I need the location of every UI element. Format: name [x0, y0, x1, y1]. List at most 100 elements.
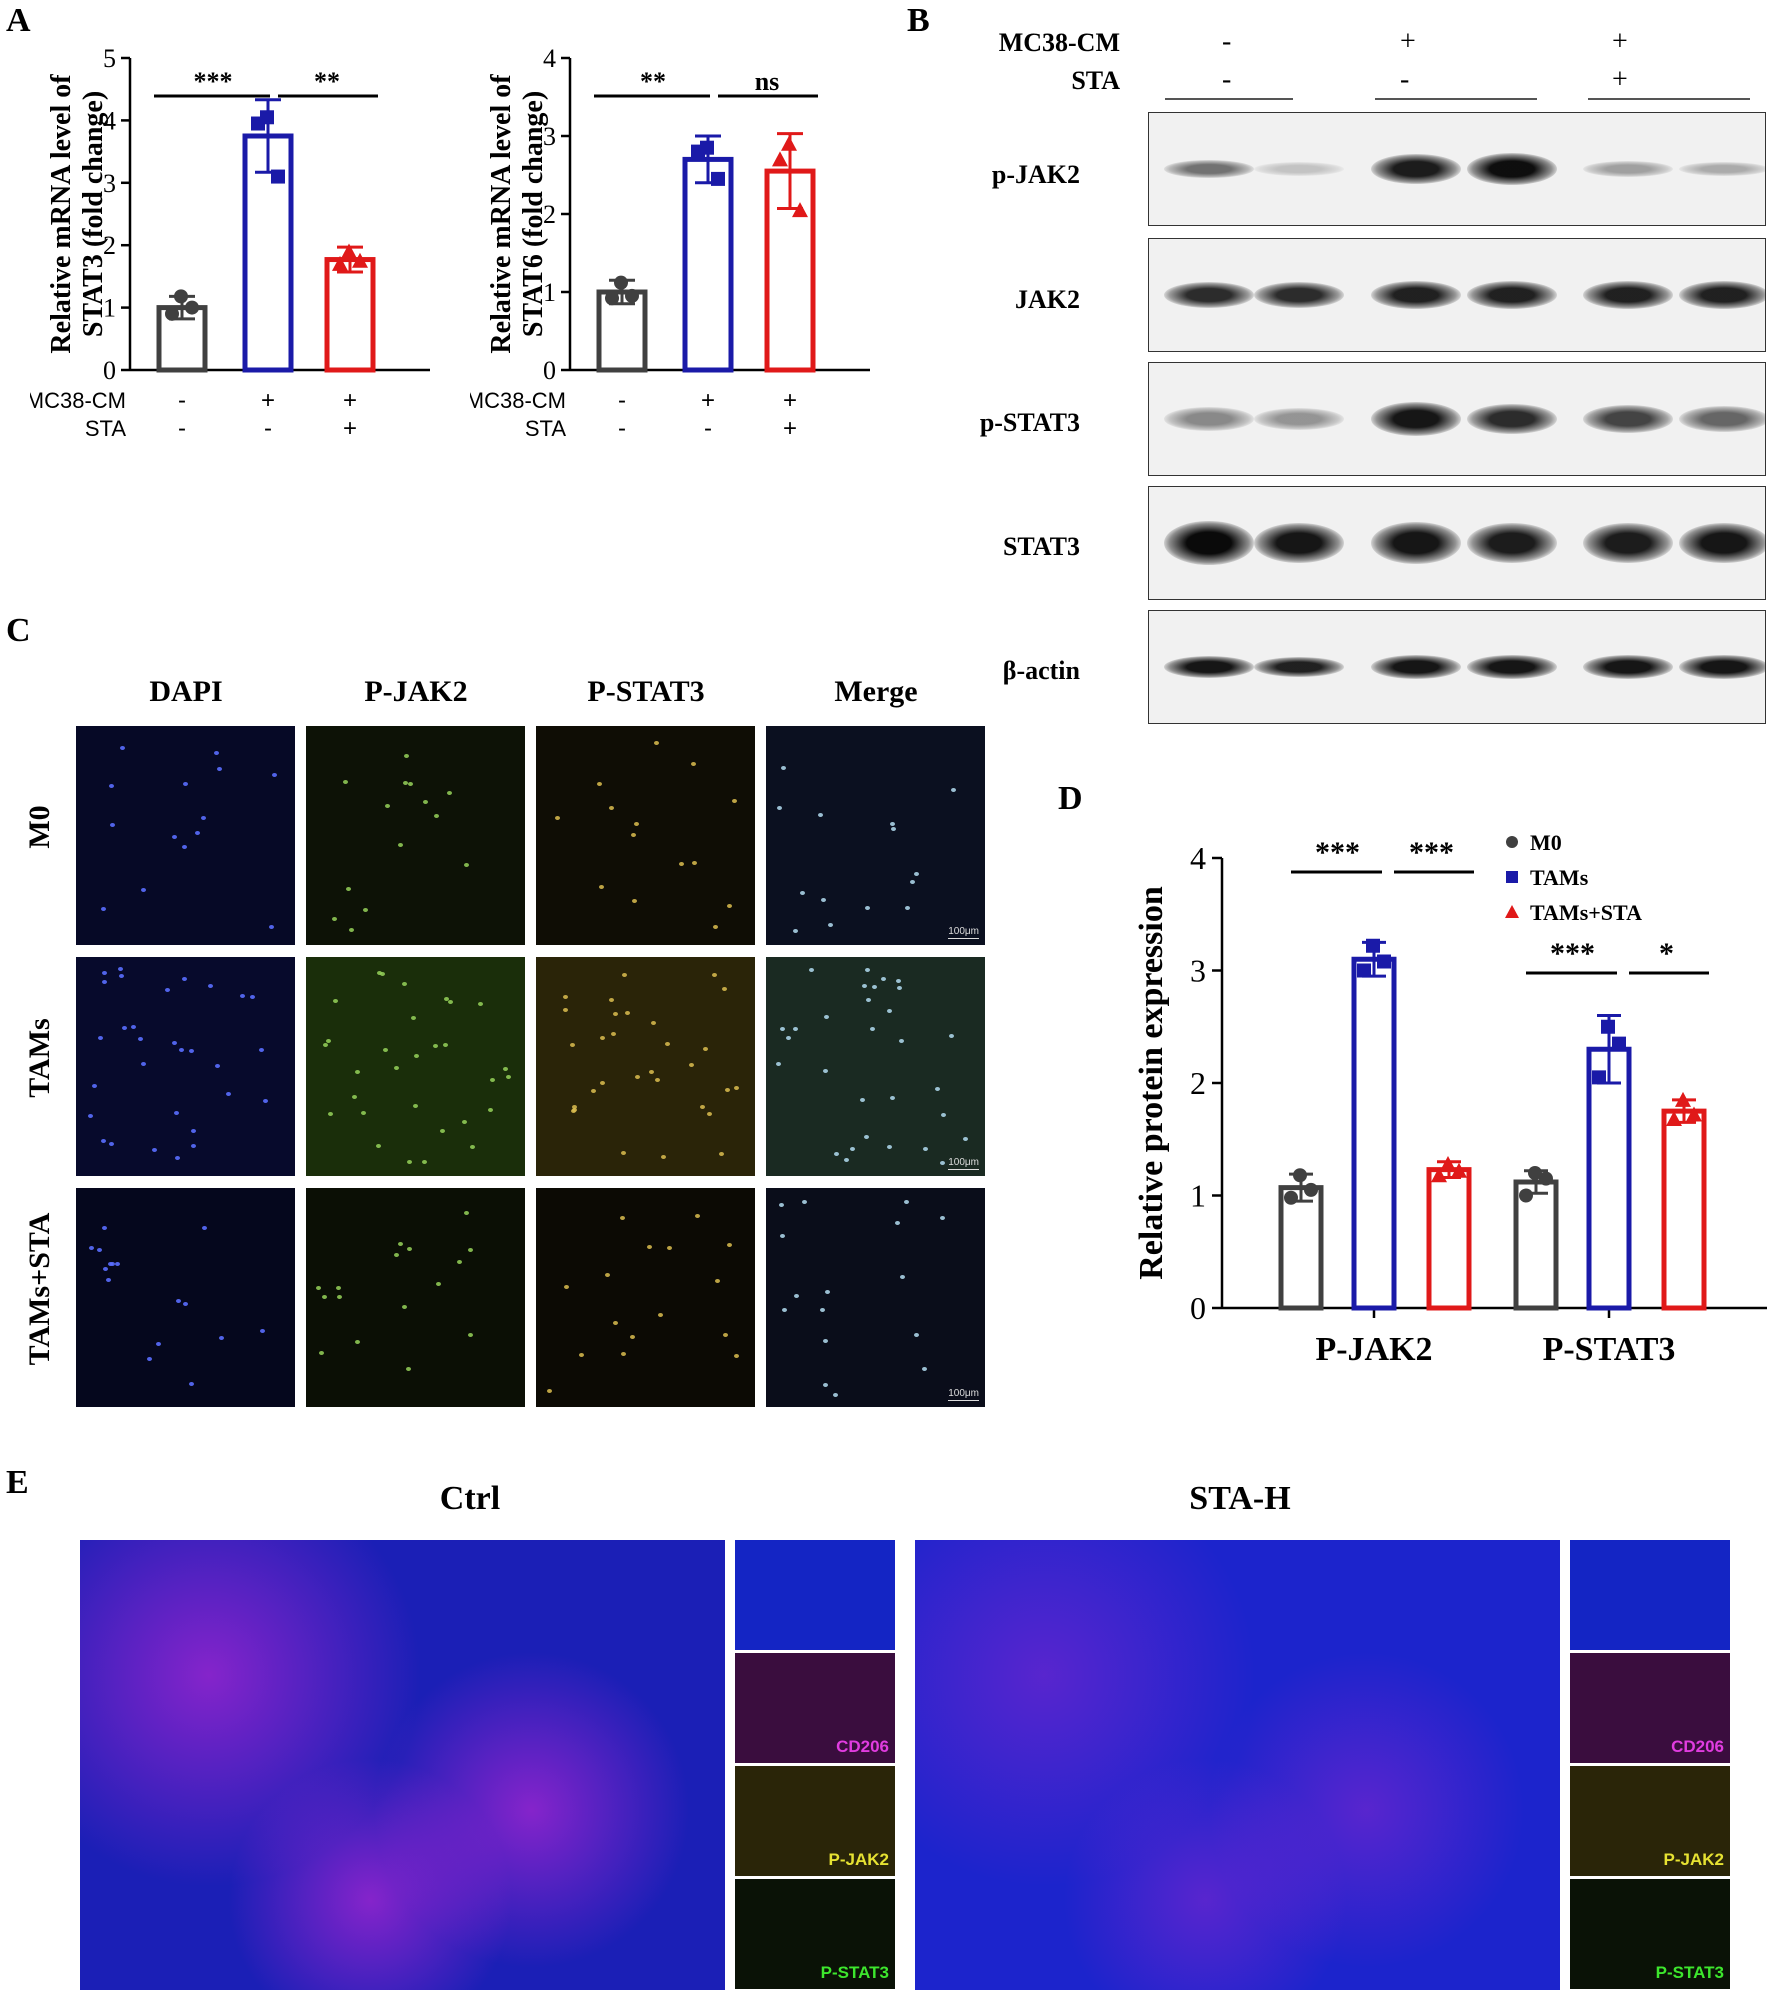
cell-marker — [921, 1367, 927, 1372]
blot-band — [1254, 657, 1344, 677]
condition-sign: - — [704, 415, 712, 442]
if-column-title: P-STAT3 — [587, 675, 705, 708]
cell-marker — [462, 1119, 468, 1124]
blot-sign-0-0: - — [1222, 26, 1232, 57]
data-point-circle — [1528, 1166, 1542, 1180]
cell-marker — [488, 1107, 494, 1112]
cell-marker — [407, 782, 413, 787]
cell-marker — [808, 967, 814, 972]
cell-marker — [191, 1143, 197, 1148]
cell-marker — [447, 999, 453, 1004]
cell-marker — [118, 974, 124, 979]
blot-sign-1-0: - — [1222, 64, 1232, 95]
cell-marker — [207, 983, 213, 988]
cell-marker — [732, 799, 738, 804]
legend-entry: TAMs+STA — [1530, 900, 1642, 925]
data-point-circle — [1539, 1171, 1553, 1186]
significance-label: *** — [194, 67, 233, 96]
cell-marker — [505, 1075, 511, 1080]
cell-marker — [259, 1329, 265, 1334]
y-axis-label: Relative protein expression — [1133, 886, 1170, 1280]
cell-marker — [188, 1381, 194, 1386]
cell-marker — [174, 1111, 180, 1116]
data-point-triangle — [781, 135, 797, 151]
cell-marker — [394, 1066, 400, 1071]
cell-marker — [923, 1147, 928, 1152]
data-point-circle — [614, 275, 628, 290]
cell-marker — [393, 1253, 399, 1258]
panel-label-a: A — [6, 2, 31, 39]
stat6-mrna-chart: 0 1 2 3 4 Relative mRNA level of STAT6 (fold c… — [470, 44, 870, 442]
cell-marker — [726, 903, 732, 908]
x-tick-label: P-JAK2 — [1315, 1331, 1432, 1368]
tissue-group-title-sta-h: STA-H — [1189, 1480, 1291, 1517]
cell-marker — [620, 1151, 626, 1156]
blot-band — [1583, 655, 1673, 679]
y-tick-label: 2 — [1190, 1065, 1206, 1101]
cell-marker — [503, 1067, 509, 1072]
cell-marker — [863, 1135, 869, 1140]
cell-marker — [250, 995, 256, 1000]
cell-marker — [181, 845, 187, 850]
data-point-square — [1592, 1070, 1606, 1085]
data-point-triangle — [1686, 1106, 1702, 1122]
data-point-circle — [625, 288, 639, 303]
cell-marker — [444, 997, 450, 1002]
data-point-triangle — [352, 252, 368, 268]
cell-marker — [468, 1333, 474, 1338]
data-point-square — [1357, 963, 1371, 978]
legend-entry: TAMs — [1530, 865, 1589, 890]
cell-marker — [895, 1221, 901, 1226]
blot-band — [1254, 523, 1344, 563]
cell-marker — [319, 1351, 325, 1356]
cell-marker — [102, 980, 108, 985]
blot-image-stat3 — [1148, 486, 1766, 600]
cell-marker — [624, 1010, 630, 1015]
cell-marker — [608, 998, 614, 1003]
cell-marker — [849, 1146, 855, 1151]
if-image-tile — [76, 957, 295, 1176]
cell-marker — [188, 1049, 194, 1054]
cell-marker — [118, 967, 124, 972]
cell-marker — [336, 1286, 342, 1291]
if-image-tile: 100μm — [766, 957, 985, 1176]
cell-marker — [648, 1069, 654, 1074]
cell-marker — [631, 832, 637, 837]
blot-image-pstat3 — [1148, 362, 1766, 476]
tissue-channel-image: P-STAT3 — [1570, 1879, 1730, 1989]
scale-bar: 100μm — [948, 1388, 979, 1399]
if-column-title: DAPI — [149, 675, 223, 708]
cell-marker — [331, 916, 337, 921]
blot-band — [1371, 402, 1461, 436]
if-image-tile — [306, 726, 525, 945]
cell-marker — [439, 1128, 445, 1133]
cell-marker — [715, 1278, 721, 1283]
condition-sign: - — [618, 387, 626, 414]
cell-marker — [101, 971, 107, 976]
cell-marker — [613, 1012, 619, 1017]
cell-marker — [413, 1053, 419, 1058]
data-point-triangle — [332, 255, 348, 271]
blot-band — [1371, 281, 1461, 309]
if-image-tile — [536, 957, 755, 1176]
cell-marker — [817, 812, 823, 817]
data-point-triangle — [1431, 1167, 1447, 1183]
cell-marker — [336, 1294, 342, 1299]
cell-marker — [103, 1266, 109, 1271]
cell-marker — [896, 979, 902, 984]
cell-marker — [433, 814, 439, 819]
y-tick-label: 3 — [103, 169, 116, 198]
y-tick-label: 3 — [543, 122, 556, 151]
cell-marker — [362, 908, 368, 913]
cell-marker — [678, 862, 684, 867]
cell-marker — [355, 1069, 361, 1074]
data-point-square — [251, 116, 265, 131]
cell-marker — [904, 905, 910, 910]
cell-marker — [171, 1040, 177, 1045]
cell-marker — [733, 1085, 739, 1090]
cell-marker — [711, 972, 717, 977]
cell-marker — [316, 1285, 321, 1290]
blot-band — [1164, 407, 1254, 431]
cell-marker — [800, 890, 806, 895]
cell-marker — [384, 804, 390, 809]
